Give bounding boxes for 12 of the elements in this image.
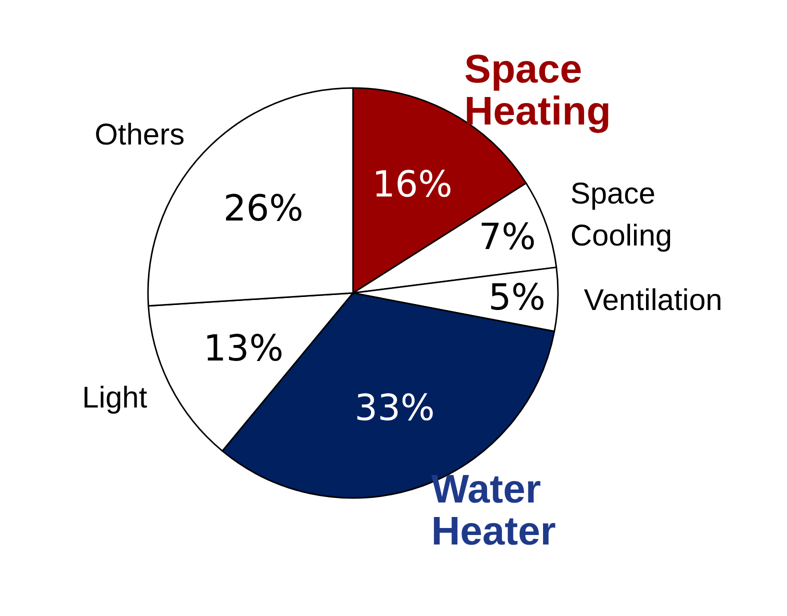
data-label: 33% [354,388,435,430]
slice-label: Ventilation [584,284,722,317]
data-label: 7% [478,216,536,258]
slice-label: Others [94,118,185,152]
slice-label: Light [82,381,148,414]
data-label: 13% [203,328,284,370]
slice-label: Space Heating [464,48,611,134]
data-label: 16% [372,164,452,206]
slice-label: Space Cooling [570,177,672,252]
data-label: 26% [223,188,304,230]
slice-label: Water Heater [431,467,556,554]
data-label: 5% [488,278,546,319]
